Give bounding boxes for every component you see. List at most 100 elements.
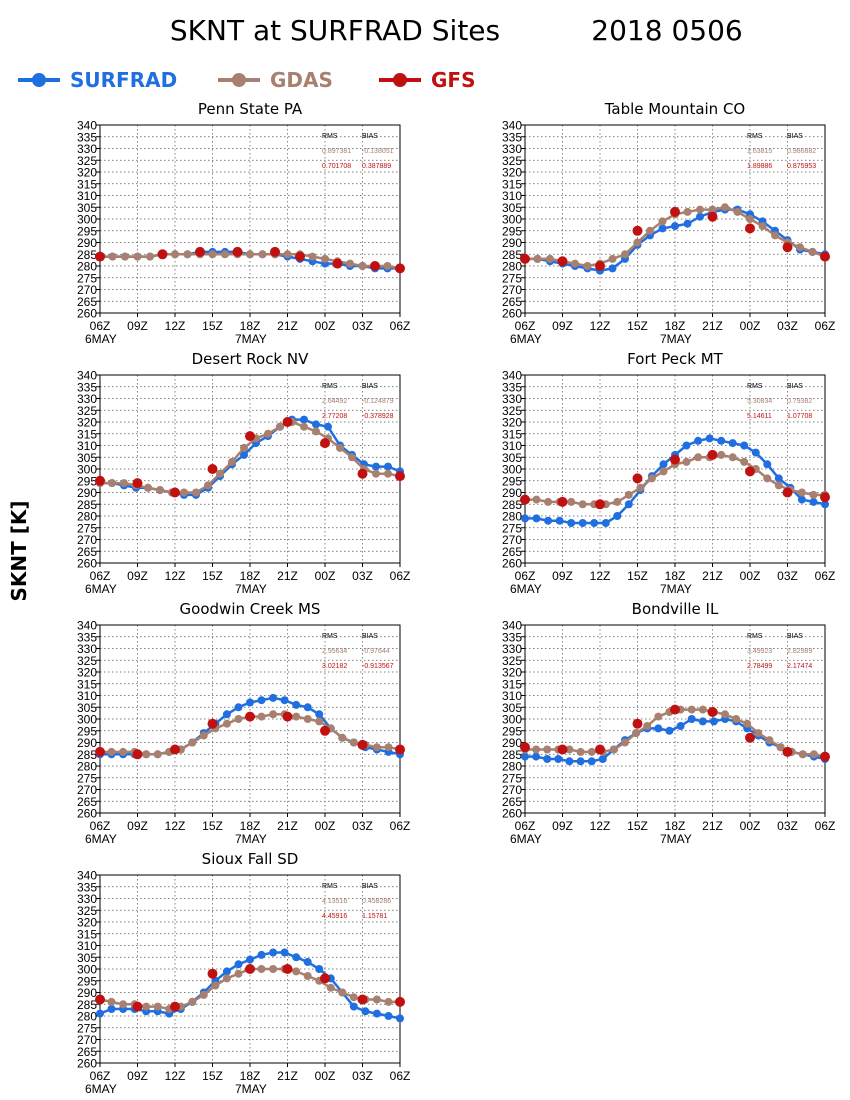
data-point-surfrad: [269, 948, 278, 957]
y-tick-label: 265: [502, 295, 522, 309]
data-point-gdas: [698, 705, 707, 714]
data-point-gdas: [798, 750, 807, 759]
data-point-gfs: [632, 718, 643, 729]
data-point-gdas: [532, 745, 541, 754]
data-point-gdas: [264, 429, 272, 438]
y-tick-label: 290: [502, 486, 522, 500]
data-point-surfrad: [709, 717, 718, 726]
y-tick-label: 265: [502, 545, 522, 559]
y-tick-label: 315: [77, 927, 97, 941]
stats-bias-header: BIAS: [362, 633, 378, 640]
data-point-surfrad: [315, 710, 324, 719]
y-tick-label: 325: [502, 404, 522, 418]
data-point-gdas: [659, 467, 668, 476]
data-point-gdas: [721, 203, 729, 212]
data-point-gfs: [170, 1001, 180, 1012]
data-point-gdas: [208, 250, 217, 259]
data-point-gdas: [119, 1000, 128, 1009]
data-point-surfrad: [624, 500, 633, 509]
y-tick-label: 275: [502, 271, 522, 285]
data-point-gdas: [746, 215, 754, 223]
y-tick-label: 305: [502, 701, 522, 715]
y-tick-label: 285: [77, 998, 97, 1012]
data-point-surfrad: [658, 224, 667, 233]
y-tick-label: 260: [77, 557, 97, 571]
stats-gdas-rms: 0.897381: [322, 148, 351, 155]
data-point-gdas: [303, 715, 312, 723]
y-tick-label: 310: [77, 939, 97, 953]
data-point-gdas: [682, 457, 691, 466]
x-tick-label: 03Z: [352, 1069, 373, 1083]
data-point-surfrad: [521, 752, 529, 761]
data-point-gdas: [108, 479, 116, 488]
legend-marker-gdas: [232, 73, 246, 87]
data-point-gdas: [658, 217, 667, 226]
data-point-surfrad: [349, 1002, 358, 1011]
y-tick-label: 295: [77, 974, 97, 988]
data-point-gdas: [609, 745, 618, 754]
stats-gdas-bias: 0.79382: [787, 398, 812, 405]
x-tick-label: 21Z: [702, 819, 723, 833]
data-point-gdas: [771, 231, 779, 240]
data-point-surfrad: [372, 462, 380, 471]
x-tick-label: 00Z: [315, 819, 336, 833]
data-point-surfrad: [292, 700, 301, 709]
data-point-gdas: [776, 743, 785, 752]
data-point-gdas: [338, 988, 347, 997]
stats-bias-header: BIAS: [787, 133, 803, 140]
data-point-gfs: [595, 499, 605, 510]
data-point-gdas: [216, 469, 224, 478]
data-point-surfrad: [280, 948, 289, 957]
stats-rms-header: RMS: [747, 633, 763, 640]
y-tick-label: 260: [77, 807, 97, 821]
data-point-gfs: [270, 246, 280, 257]
y-tick-label: 260: [77, 1057, 97, 1071]
data-point-gfs: [95, 475, 105, 486]
legend: SURFRAD GDAS GFS: [18, 68, 475, 92]
data-point-gdas: [348, 453, 356, 462]
data-point-gdas: [308, 252, 317, 261]
data-point-gfs: [820, 251, 830, 262]
data-point-gdas: [544, 497, 553, 506]
stats-bias-header: BIAS: [787, 383, 803, 390]
y-tick-label: 275: [502, 771, 522, 785]
data-point-gfs: [357, 468, 368, 479]
y-tick-label: 305: [502, 451, 522, 465]
data-point-surfrad: [269, 693, 278, 702]
data-point-surfrad: [532, 514, 541, 523]
x-date-label: 7MAY: [235, 1082, 267, 1096]
data-point-surfrad: [659, 460, 668, 469]
y-tick-label: 340: [77, 869, 97, 883]
data-point-gdas: [567, 497, 576, 506]
x-date-label: 6MAY: [85, 832, 117, 846]
x-tick-label: 06Z: [815, 819, 836, 833]
y-tick-label: 320: [502, 666, 522, 680]
data-point-gdas: [269, 965, 278, 973]
stats-gdas-bias: -0.97644: [362, 648, 390, 655]
data-point-surfrad: [303, 703, 312, 712]
y-tick-label: 270: [77, 533, 97, 547]
data-point-gdas: [740, 457, 749, 466]
data-point-gdas: [372, 469, 380, 478]
stats-gfs-bias: 1.15781: [362, 913, 387, 920]
data-point-gdas: [171, 250, 179, 259]
data-point-gdas: [283, 250, 292, 259]
y-tick-label: 295: [502, 724, 522, 738]
y-tick-label: 335: [77, 130, 97, 144]
panel: Bondville IL2602652702752802852902953003…: [502, 600, 835, 846]
x-date-label: 7MAY: [235, 332, 267, 346]
data-point-gfs: [245, 431, 255, 442]
x-tick-label: 12Z: [165, 569, 186, 583]
stats-rms-header: RMS: [322, 633, 338, 640]
data-point-gdas: [809, 750, 818, 759]
data-point-surfrad: [821, 500, 829, 509]
data-point-gdas: [647, 474, 656, 483]
data-point-gdas: [315, 717, 324, 726]
data-point-surfrad: [705, 434, 714, 443]
data-point-gdas: [571, 259, 579, 268]
stats-gfs-bias: -0.378928: [362, 413, 394, 420]
data-point-gdas: [336, 443, 344, 452]
data-point-surfrad: [590, 519, 599, 527]
data-point-surfrad: [384, 1012, 393, 1020]
stats-gfs-rms: 0.701708: [322, 163, 351, 170]
